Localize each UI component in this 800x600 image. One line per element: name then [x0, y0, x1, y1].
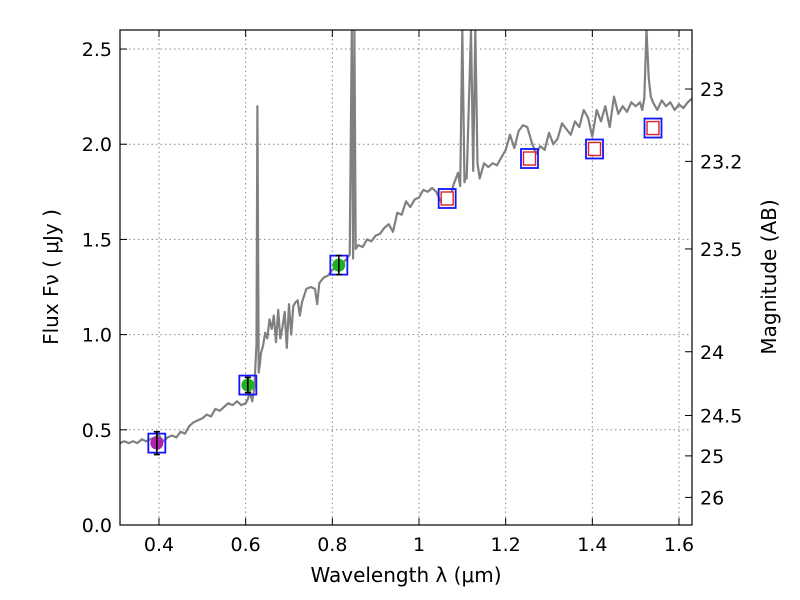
model-spectrum-line: [120, 30, 692, 445]
model-band-box-g: [238, 374, 258, 396]
upper-limit-marker-Y: [440, 191, 454, 206]
y-tick-label: 0.0: [82, 515, 112, 537]
y-axis: 0.0 0.5 1.0 1.5 2.0 2.5: [82, 39, 127, 537]
upper-limit-marker-J: [522, 151, 537, 166]
right-axis-label: Magnitude (AB): [757, 199, 781, 354]
y-tick-label: 1.5: [82, 229, 112, 251]
x-tick-label: 1.4: [577, 534, 607, 556]
markers: [147, 117, 663, 456]
x-tick-label: 1: [413, 534, 425, 556]
model-band-box-H2: [643, 117, 663, 139]
y-tick-label: 2.0: [82, 134, 112, 156]
plot-frame: [119, 29, 693, 526]
right-tick-label: 23.5: [700, 239, 742, 261]
x-tick-label: 1.6: [664, 534, 694, 556]
right-tick-label: 23.2: [700, 151, 742, 173]
right-tick-label: 24: [700, 342, 724, 364]
right-tick-label: 23: [700, 79, 724, 101]
x-axis: 0.4 0.6 0.8 1 1.2 1.4 1.6: [144, 30, 694, 556]
y-tick-label: 0.5: [82, 420, 112, 442]
x-tick-label: 0.4: [144, 534, 174, 556]
upper-limit-marker-H2: [646, 120, 660, 136]
model-band-box-J: [520, 148, 539, 169]
grid: [120, 30, 692, 526]
x-tick-label: 1.2: [491, 534, 521, 556]
x-axis-label: Wavelength λ (μm): [310, 563, 501, 587]
y-tick-label: 2.5: [82, 39, 112, 61]
right-tick-label: 24.5: [700, 406, 742, 428]
model-band-box-Y: [437, 188, 457, 209]
x-tick-label: 0.8: [317, 534, 347, 556]
x-tick-label: 0.6: [231, 534, 261, 556]
right-tick-label: 25: [700, 446, 724, 468]
y-axis-label: Flux Fν ( μJy ): [39, 209, 63, 345]
y-tick-label: 1.0: [82, 325, 112, 347]
upper-limit-marker-H1: [587, 141, 602, 157]
right-tick-label: 26: [700, 487, 724, 509]
right-magnitude-axis: 23 23.2 23.5 24 24.5 25 26: [685, 79, 742, 509]
model-band-box-H1: [585, 138, 604, 160]
